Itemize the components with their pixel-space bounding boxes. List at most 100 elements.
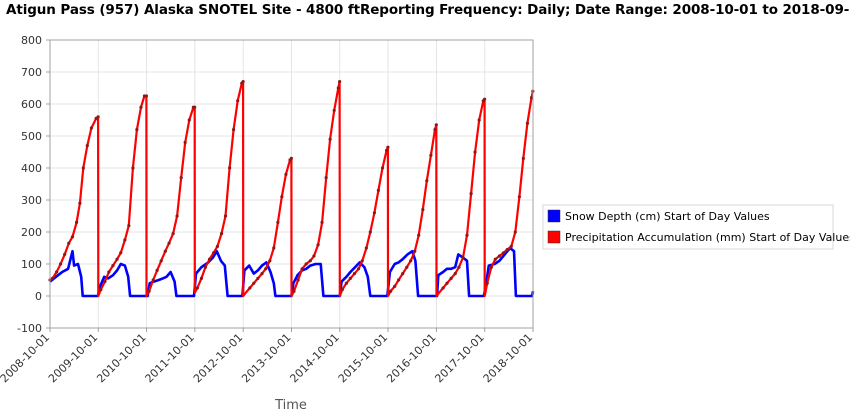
data-point [167, 241, 171, 245]
data-point [85, 144, 89, 148]
data-point [501, 251, 506, 255]
data-point [171, 232, 175, 236]
data-point [155, 268, 159, 272]
data-point [397, 278, 401, 282]
data-point [340, 288, 344, 292]
legend-item[interactable]: Precipitation Accumulation (mm) Start of… [547, 230, 850, 244]
x-tick-label: 2016-10-01 [384, 331, 438, 385]
data-point [123, 238, 127, 242]
data-point [425, 179, 429, 183]
data-point [50, 276, 55, 280]
data-point [241, 80, 245, 84]
data-point [509, 244, 513, 248]
data-point [187, 118, 191, 122]
data-point [505, 248, 509, 252]
series-layer [48, 80, 535, 298]
data-point [99, 288, 103, 292]
data-point [252, 281, 256, 285]
data-point [405, 265, 409, 269]
data-point [332, 108, 336, 112]
chart-title: Atigun Pass (957) Alaska SNOTEL Site - 4… [6, 2, 850, 18]
data-point [485, 281, 489, 285]
data-point [457, 265, 461, 269]
data-point [67, 241, 71, 245]
data-point [81, 166, 85, 170]
x-axis-ticks: 2008-10-012009-10-012010-10-012011-10-01… [0, 328, 535, 385]
data-point [344, 281, 348, 285]
data-point [89, 126, 93, 130]
x-tick-label: 2015-10-01 [336, 331, 390, 385]
legend[interactable]: Snow Depth (cm) Start of Day Values Preci… [542, 204, 850, 250]
data-point [497, 254, 502, 258]
data-point [223, 214, 228, 218]
data-point [312, 254, 316, 258]
data-point [296, 278, 300, 282]
data-point [268, 259, 272, 263]
legend-swatch [547, 209, 561, 223]
data-point [175, 214, 179, 218]
data-point [441, 286, 445, 290]
data-point [276, 220, 280, 224]
data-point [316, 243, 320, 247]
data-point [183, 140, 187, 144]
y-tick-label: 100 [21, 258, 42, 271]
data-point [139, 105, 143, 109]
data-point [179, 176, 183, 180]
data-point [151, 278, 155, 282]
data-point [135, 128, 139, 132]
x-tick-label: 2017-10-01 [432, 331, 486, 385]
y-tick-label: 400 [21, 162, 42, 175]
data-point [320, 220, 324, 224]
data-point [264, 267, 268, 271]
data-point [348, 276, 352, 280]
y-tick-label: 300 [21, 194, 42, 207]
data-point [111, 264, 115, 268]
data-point [236, 99, 240, 103]
data-point [384, 148, 389, 152]
data-point [445, 281, 449, 285]
data-point [55, 270, 59, 274]
data-point [289, 156, 293, 160]
data-point [356, 267, 361, 271]
data-point [78, 201, 82, 205]
legend-label: Snow Depth (cm) Start of Day Values [565, 210, 770, 223]
data-point [58, 262, 63, 266]
y-tick-label: 700 [21, 66, 42, 79]
data-point [401, 272, 405, 276]
data-point [324, 176, 328, 180]
data-point [107, 270, 111, 274]
data-point [203, 265, 208, 269]
legend-item[interactable]: Snow Depth (cm) Start of Day Values [547, 209, 770, 223]
y-tick-label: 500 [21, 130, 42, 143]
data-point [131, 166, 135, 170]
data-point [336, 86, 340, 90]
data-point [207, 257, 212, 261]
legend-swatch [547, 230, 561, 244]
data-point [434, 123, 438, 127]
data-point [433, 128, 437, 132]
data-point [280, 195, 284, 199]
data-point [449, 276, 453, 280]
data-point [260, 272, 264, 276]
data-point [119, 251, 123, 255]
data-point [376, 188, 380, 192]
data-point [417, 233, 421, 237]
data-point [144, 94, 149, 98]
data-point [300, 267, 304, 271]
x-tick-label: 2012-10-01 [191, 331, 245, 385]
data-point [360, 259, 364, 263]
series-precipitation [48, 80, 535, 298]
data-point [338, 80, 342, 84]
data-point [292, 289, 296, 293]
x-tick-label: 2009-10-01 [46, 331, 100, 385]
plot-border [49, 39, 534, 329]
data-point [409, 259, 413, 263]
data-point [96, 115, 100, 119]
y-tick-label: 800 [21, 34, 42, 47]
data-point [461, 256, 465, 260]
data-point [386, 145, 390, 149]
x-tick-label: 2011-10-01 [143, 331, 197, 385]
y-tick-label: 600 [21, 98, 42, 111]
legend-label: Precipitation Accumulation (mm) Start of… [565, 231, 850, 244]
